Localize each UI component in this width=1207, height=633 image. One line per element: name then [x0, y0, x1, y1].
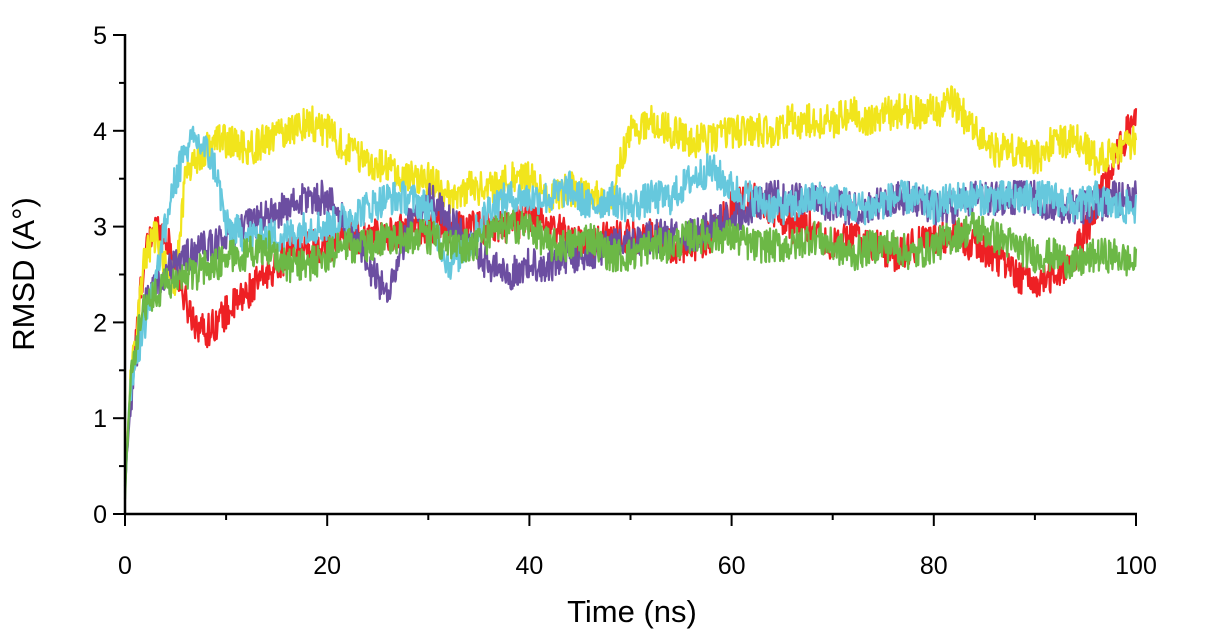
x-axis-title: Time (ns)	[567, 594, 697, 629]
y-tick-label: 5	[93, 22, 107, 50]
x-tick-label: 100	[1115, 552, 1157, 580]
series-line-2	[123, 85, 1138, 480]
x-tick-label: 20	[313, 552, 341, 580]
series-layer	[123, 85, 1138, 500]
y-axis-title: RMSD (A°)	[6, 197, 41, 351]
axes-layer: 0 1 2 3 4 5 0 20 40 60 80 100	[93, 22, 1157, 580]
x-tick-label: 80	[920, 552, 948, 580]
y-tick-label: 1	[93, 405, 107, 433]
y-tick-label: 4	[93, 118, 107, 146]
x-tick-label: 60	[718, 552, 746, 580]
y-tick-label: 3	[93, 214, 107, 242]
series-line-1	[123, 108, 1138, 482]
series-line-5	[123, 209, 1138, 500]
x-tick-label: 40	[515, 552, 543, 580]
y-tick-label: 2	[93, 309, 107, 337]
series-line-4	[123, 125, 1138, 493]
y-tick-label: 0	[93, 501, 107, 529]
x-tick-label: 0	[118, 552, 132, 580]
